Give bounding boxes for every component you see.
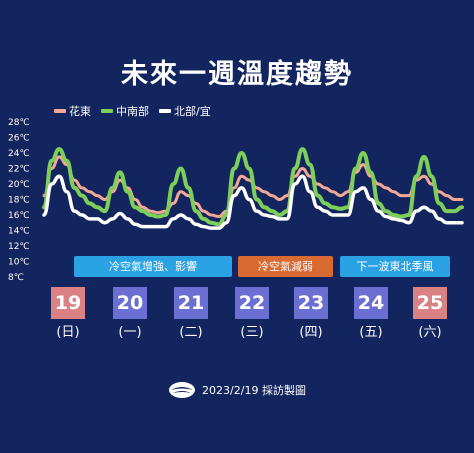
- weekday-sat: (六): [418, 325, 442, 340]
- weekday-fri: (五): [359, 325, 383, 340]
- weekday-thu: (四): [299, 325, 323, 340]
- weekday-wed: (三): [240, 325, 264, 340]
- weekday-tue: (二): [179, 325, 203, 340]
- day-25: 25: [413, 287, 447, 319]
- day-20: 20: [113, 287, 147, 319]
- agency-logo-icon: [169, 382, 196, 398]
- legend-item-hualien: 花東: [54, 103, 91, 119]
- day-23: 23: [294, 287, 328, 319]
- y-tick-label: 10℃: [8, 258, 30, 268]
- banner-next-monsoon: 下一波東北季風: [340, 256, 450, 277]
- legend-item-central-south: 中南部: [101, 103, 149, 119]
- day-24: 24: [354, 287, 388, 319]
- legend-label-central-south: 中南部: [116, 105, 149, 118]
- day-22: 22: [235, 287, 269, 319]
- chart-legend: 花東 中南部 北部/宜: [54, 103, 211, 119]
- weekday-sun: (日): [56, 325, 80, 340]
- y-tick-label: 20℃: [8, 180, 30, 190]
- legend-swatch-hualien: [54, 109, 66, 113]
- day-19: 19: [51, 287, 85, 319]
- y-tick-label: 24℃: [8, 149, 30, 159]
- footer: 2023/2/19 採訪製圖: [0, 381, 474, 399]
- legend-item-north: 北部/宜: [159, 103, 211, 119]
- weekday-mon: (一): [118, 325, 142, 340]
- series-line-2: [42, 174, 464, 230]
- legend-label-hualien: 花東: [69, 105, 91, 118]
- y-tick-label: 18℃: [8, 196, 30, 206]
- footer-text: 2023/2/19 採訪製圖: [202, 384, 306, 397]
- y-tick-label: 26℃: [8, 134, 30, 144]
- y-tick-label: 28℃: [8, 118, 30, 128]
- y-tick-label: 8℃: [8, 273, 24, 283]
- day-21: 21: [174, 287, 208, 319]
- page-title: 未來一週溫度趨勢: [121, 59, 353, 90]
- legend-swatch-north: [159, 109, 171, 113]
- banner-cold-air-strengthen: 冷空氣增強、影響: [74, 256, 232, 277]
- legend-swatch-central-south: [101, 109, 113, 113]
- series-line-1: [42, 147, 464, 227]
- legend-label-north: 北部/宜: [174, 105, 211, 118]
- banner-cold-air-weaken: 冷空氣減弱: [238, 256, 333, 277]
- y-tick-label: 16℃: [8, 211, 30, 221]
- y-tick-label: 12℃: [8, 242, 30, 252]
- y-tick-label: 22℃: [8, 165, 30, 175]
- y-tick-label: 14℃: [8, 227, 30, 237]
